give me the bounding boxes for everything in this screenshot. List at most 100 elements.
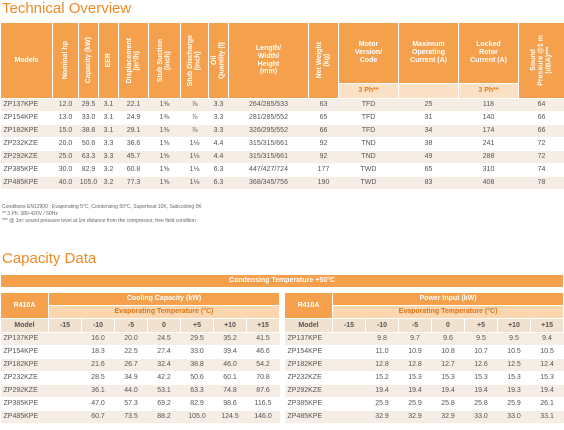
column-header rot: Capacity (kW) [78, 22, 99, 99]
cell: 28.5 [81, 371, 115, 385]
cell: 46.6 [246, 345, 280, 359]
cell: 124.5 [213, 410, 247, 424]
cell: 63 [308, 98, 339, 112]
row: ZP154KPE 18.3 22.5 27.4 33.0 39.4 46.6 [0, 345, 280, 359]
cell [332, 358, 366, 372]
model-cell: ZP385KPE [0, 163, 53, 177]
column-header rot: Net Weight (kg) [308, 22, 339, 99]
cell: 15.0 [52, 124, 79, 138]
cell: 35.2 [213, 332, 247, 346]
cell: 33.0 [180, 345, 214, 359]
cell: 33.0 [464, 410, 498, 424]
cell: 54.2 [246, 358, 280, 372]
cell: 3.2 [98, 163, 119, 177]
power-table: R410A Power Input (kW) Evaporating Tempera… [284, 292, 564, 424]
cell: 40.0 [52, 176, 79, 190]
cell: 310 [458, 163, 519, 177]
cell: 73.5 [114, 410, 148, 424]
cell: 1⅝ [148, 176, 181, 190]
cell: 3.1 [98, 111, 119, 125]
temperature: -10 [81, 318, 115, 333]
cell: 20.0 [114, 332, 148, 346]
body: ZP137KPE 12.0 29.5 3.1 22.1 1⅜ ⅞ 3.3 264/285/533… [0, 98, 564, 190]
cell: 36.1 [81, 384, 115, 398]
header-row: Models Nominal hp Capacity (kW) EER Displace… [0, 22, 564, 99]
cell: 66 [308, 124, 339, 138]
cell: 30.0 [52, 163, 79, 177]
cell: 42.2 [147, 371, 181, 385]
cell: 1⅛ [180, 163, 209, 177]
cell: 70.8 [246, 371, 280, 385]
column-header rot: Displacement (m³/h) [118, 22, 149, 99]
cell: 10.8 [431, 345, 465, 359]
cell: 87.6 [246, 384, 280, 398]
cell: 9.4 [530, 332, 564, 346]
cell: 12.6 [464, 358, 498, 372]
column-header rot: EER [98, 22, 119, 99]
cell: TND [338, 150, 399, 164]
cell: 78 [518, 176, 564, 190]
section-title: Capacity Data [2, 250, 97, 267]
cell: 33.0 [497, 410, 531, 424]
condition: Condensing Temperature +50°C [0, 274, 564, 288]
cell: 29.5 [180, 332, 214, 346]
cell: 1⅝ [148, 150, 181, 164]
cell: 105.0 [180, 410, 214, 424]
head: R410A Cooling Capacity (kW) Evaporating Te… [0, 292, 281, 333]
model-header: Model [284, 318, 333, 333]
cell: 9.8 [365, 332, 399, 346]
cell: 38.8 [78, 124, 99, 138]
cell: 65 [398, 163, 459, 177]
column-header rot: Stub Discharge (inch) [180, 22, 209, 99]
refrigerant: R410A [0, 292, 49, 319]
cell: 4.4 [208, 137, 229, 151]
temperature: +15 [529, 318, 564, 333]
cell: 368/345/756 [228, 176, 309, 190]
cell: 25.9 [398, 397, 432, 411]
overview-table: Models Nominal hp Capacity (kW) EER Displace… [0, 22, 564, 190]
cell: 140 [458, 111, 519, 125]
row: ZP232KZE 28.5 34.9 42.2 50.6 60.1 70.8 [0, 371, 280, 385]
cell: 25 [398, 98, 459, 112]
column-header: Models [0, 22, 53, 99]
cell [332, 410, 366, 424]
temperature: -10 [365, 318, 399, 333]
cell [48, 384, 82, 398]
column-header-text: EER [104, 53, 112, 68]
row: ZP182KPE 21.6 26.7 32.4 38.8 46.0 54.2 [0, 358, 280, 372]
column-header: Locked Rotor Current (A) [458, 22, 519, 84]
cell: TWD [338, 176, 399, 190]
cell: 31 [398, 111, 459, 125]
axis-title: Evaporating Temperature (°C) [47, 305, 281, 319]
cell: 1⅝ [148, 163, 181, 177]
cell: 3.1 [98, 124, 119, 138]
row: ZP182KPE 12.8 12.8 12.7 12.6 12.5 12.4 [284, 358, 564, 372]
cell: 12.5 [497, 358, 531, 372]
model-cell: ZP385KPE [0, 397, 49, 411]
cell: 32.4 [147, 358, 181, 372]
cell: 38.8 [180, 358, 214, 372]
cell: 20.0 [52, 137, 79, 151]
cell: 12.4 [530, 358, 564, 372]
model-cell: ZP154KPE [0, 111, 53, 125]
cell: 146.0 [246, 410, 280, 424]
column-header-text: Stub Discharge (inch) [186, 34, 202, 87]
cell: 32.9 [365, 410, 399, 424]
column-header-text: Capacity (kW) [84, 37, 92, 84]
cell: 3.3 [208, 111, 229, 125]
section-title: Technical Overview [2, 0, 132, 17]
condition-bar: Condensing Temperature +50°C [0, 274, 564, 288]
model-cell: ZP137KPE [0, 98, 53, 112]
row: ZP292KZE 25.0 63.3 3.3 45.7 1⅝ 1⅛ 4.4 315/315/66… [0, 150, 564, 164]
cell: 66 [518, 111, 564, 125]
cell: 281/285/552 [228, 111, 309, 125]
cell [48, 345, 82, 359]
row: ZP137KPE 12.0 29.5 3.1 22.1 1⅜ ⅞ 3.3 264/285/533… [0, 98, 564, 112]
row: ZP232KZE 20.0 50.6 3.3 36.6 1⅝ 1⅛ 4.4 315/315/66… [0, 137, 564, 151]
notes: Conditions EN12900 : Evaporating 5°C, Co… [2, 204, 202, 225]
cell: 25.8 [431, 397, 465, 411]
cell: 3.2 [98, 176, 119, 190]
cell: 24.9 [118, 111, 149, 125]
cell: 33.1 [530, 410, 564, 424]
cell [332, 397, 366, 411]
